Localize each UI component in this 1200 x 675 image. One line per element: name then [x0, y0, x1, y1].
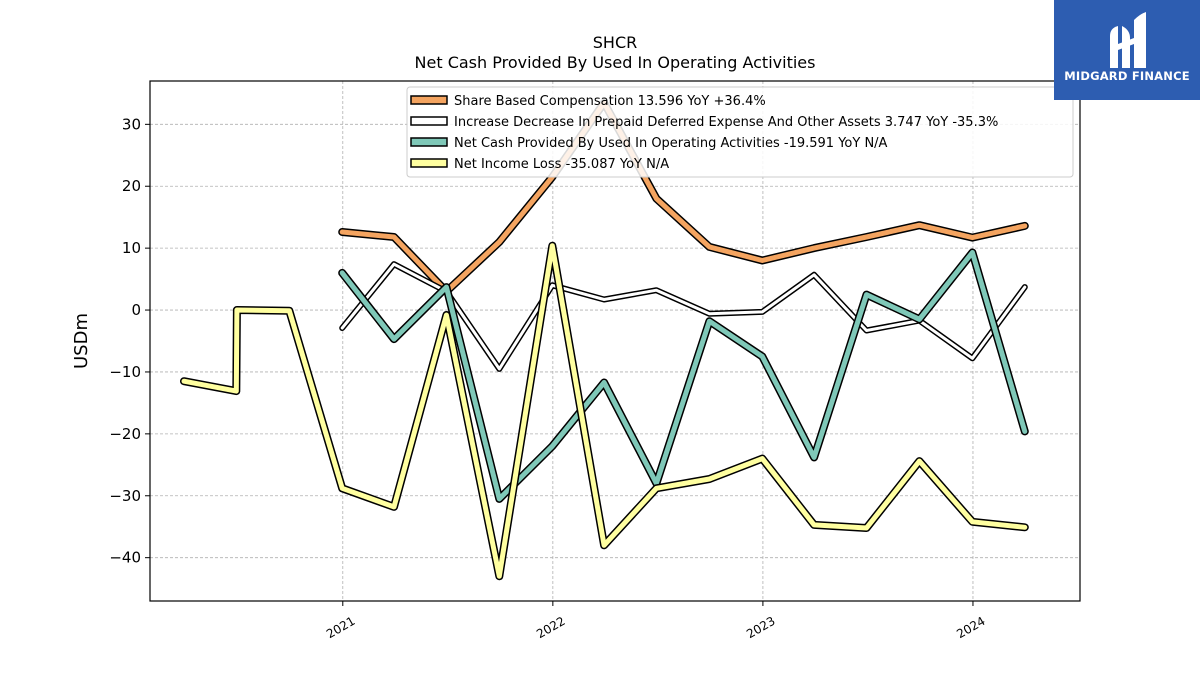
series-line-outline: [180, 241, 1029, 581]
y-tick-label: −20: [109, 425, 141, 443]
series-line: [339, 250, 1028, 502]
series-layer: [180, 98, 1029, 581]
y-tick-label: −40: [109, 549, 141, 567]
axes: −40 −30 −20 −10 0 10 20 30 2021 2022 2023 2024: [109, 115, 987, 641]
series-2: [339, 261, 1028, 372]
chart-subtitle: Net Cash Provided By Used In Operating A…: [415, 53, 816, 72]
legend-swatch: [410, 158, 448, 168]
x-tick-label: 2022: [534, 614, 567, 641]
logo-mark-icon: [1110, 12, 1146, 68]
y-tick-label: −30: [109, 487, 141, 505]
legend: Share Based Compensation 13.596 YoY +36.…: [406, 86, 1074, 178]
midgard-finance-logo: MIDGARD FINANCE: [1054, 0, 1200, 100]
x-tick-label: 2021: [324, 614, 357, 641]
series-1: [338, 98, 1029, 296]
legend-label: Share Based Compensation 13.596 YoY +36.…: [454, 94, 766, 109]
y-tick-label: 20: [122, 177, 141, 195]
y-axis-label: USDm: [71, 313, 92, 369]
y-tick-label: −10: [109, 363, 141, 381]
plot-frame: [149, 80, 1081, 602]
chart-title: SHCR: [593, 33, 637, 52]
y-tick-label: 30: [122, 115, 141, 133]
legend-swatch: [410, 95, 448, 105]
legend-label: Increase Decrease In Prepaid Deferred Ex…: [454, 115, 998, 130]
y-tick-label: 10: [122, 239, 141, 257]
legend-box: [406, 86, 1074, 178]
series-4: [180, 241, 1029, 581]
x-tick-label: 2023: [744, 614, 777, 641]
logo-text: MIDGARD FINANCE: [1064, 69, 1190, 83]
legend-label: Net Cash Provided By Used In Operating A…: [454, 136, 888, 151]
legend-swatch: [410, 137, 448, 147]
series-line: [339, 100, 1028, 294]
series-3: [338, 248, 1029, 503]
legend-label: Net Income Loss -35.087 YoY N/A: [454, 157, 669, 172]
series-line: [340, 262, 1027, 371]
y-tick-label: 0: [131, 301, 141, 319]
x-tick-label: 2024: [954, 614, 987, 641]
legend-swatch: [410, 116, 448, 126]
series-line: [181, 243, 1028, 579]
